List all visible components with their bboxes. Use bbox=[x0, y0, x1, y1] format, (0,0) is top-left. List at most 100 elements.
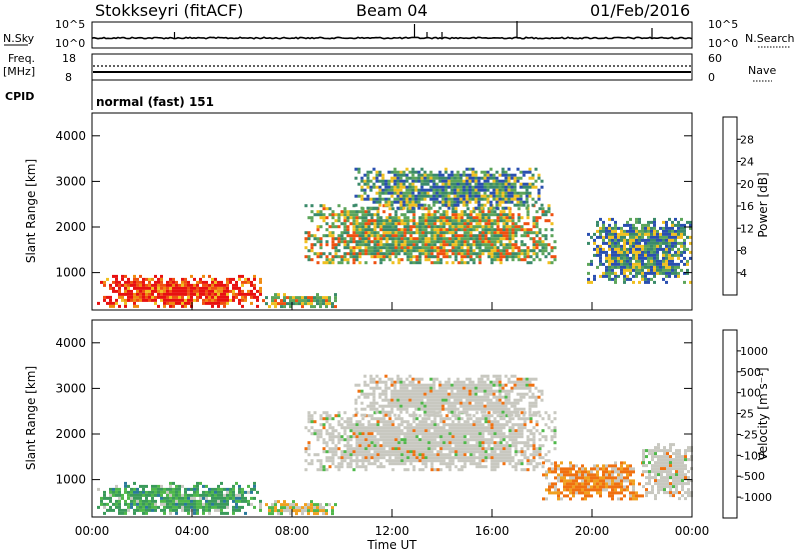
heatmap-cell bbox=[641, 247, 644, 251]
heatmap-cell bbox=[623, 256, 626, 260]
heatmap-cell bbox=[528, 194, 532, 198]
heatmap-cell bbox=[426, 395, 430, 399]
heatmap-cell bbox=[310, 216, 314, 220]
heatmap-cell bbox=[502, 444, 506, 448]
heatmap-cell bbox=[411, 377, 415, 381]
heatmap-cell bbox=[596, 265, 599, 269]
heatmap-cell bbox=[415, 441, 419, 445]
heatmap-cell bbox=[390, 389, 394, 393]
heatmap-cell bbox=[671, 268, 674, 272]
heatmap-cell bbox=[193, 499, 196, 503]
heatmap-cell bbox=[481, 237, 485, 241]
heatmap-cell bbox=[190, 493, 193, 497]
heatmap-cell bbox=[683, 241, 686, 245]
heatmap-cell bbox=[400, 243, 404, 247]
heatmap-cell bbox=[483, 380, 487, 384]
heatmap-cell bbox=[444, 197, 448, 201]
heatmap-cell bbox=[671, 265, 674, 269]
heatmap-cell bbox=[460, 432, 464, 436]
heatmap-cell bbox=[587, 277, 590, 281]
heatmap-cell bbox=[381, 380, 385, 384]
heatmap-cell bbox=[307, 509, 310, 513]
heatmap-cell bbox=[109, 493, 112, 497]
heatmap-cell bbox=[427, 456, 431, 460]
heatmap-cell bbox=[436, 255, 440, 259]
heatmap-cell bbox=[487, 216, 491, 220]
heatmap-cell bbox=[403, 249, 407, 253]
heatmap-cell bbox=[611, 244, 614, 248]
heatmap-cell bbox=[397, 249, 401, 253]
heatmap-cell bbox=[393, 398, 397, 402]
heatmap-cell bbox=[418, 438, 422, 442]
heatmap-cell bbox=[253, 277, 256, 281]
heatmap-cell bbox=[504, 404, 508, 408]
heatmap-cell bbox=[471, 188, 475, 192]
heatmap-cell bbox=[504, 185, 508, 189]
heatmap-cell bbox=[528, 176, 532, 180]
heatmap-cell bbox=[217, 499, 220, 503]
heatmap-cell bbox=[587, 241, 590, 245]
heatmap-cell bbox=[238, 499, 241, 503]
heatmap-cell bbox=[328, 432, 332, 436]
heatmap-cell bbox=[295, 503, 298, 507]
heatmap-cell bbox=[447, 191, 451, 195]
heatmap-cell bbox=[510, 410, 514, 414]
heatmap-cell bbox=[517, 459, 521, 463]
heatmap-cell bbox=[226, 295, 229, 299]
heatmap-cell bbox=[393, 383, 397, 387]
heatmap-cell bbox=[175, 508, 178, 512]
heatmap-cell bbox=[310, 243, 314, 247]
heatmap-cell bbox=[295, 299, 298, 303]
heatmap-cell bbox=[316, 237, 320, 241]
heatmap-cell bbox=[202, 280, 205, 284]
heatmap-cell bbox=[232, 277, 235, 281]
heatmap-cell bbox=[656, 256, 659, 260]
heatmap-cell bbox=[523, 222, 527, 226]
heatmap-cell bbox=[139, 484, 142, 488]
heatmap-cell bbox=[460, 261, 464, 265]
heatmap-cell bbox=[352, 255, 356, 259]
heatmap-cell bbox=[496, 234, 500, 238]
heatmap-cell bbox=[469, 426, 473, 430]
heatmap-cell bbox=[208, 499, 211, 503]
heatmap-cell bbox=[160, 274, 163, 278]
heatmap-cell bbox=[118, 487, 121, 491]
heatmap-cell bbox=[334, 444, 338, 448]
heatmap-cell bbox=[250, 490, 253, 494]
heatmap-cell bbox=[632, 268, 635, 272]
heatmap-cell bbox=[163, 301, 166, 305]
heatmap-cell bbox=[133, 292, 136, 296]
heatmap-cell bbox=[477, 206, 481, 210]
heatmap-cell bbox=[484, 246, 488, 250]
heatmap-cell bbox=[444, 398, 448, 402]
heatmap-cell bbox=[511, 222, 515, 226]
heatmap-cell bbox=[623, 280, 626, 284]
heatmap-cell bbox=[375, 206, 379, 210]
heatmap-cell bbox=[211, 277, 214, 281]
heatmap-cell bbox=[352, 453, 356, 457]
heatmap-cell bbox=[331, 459, 335, 463]
heatmap-cell bbox=[459, 173, 463, 177]
heatmap-cell bbox=[489, 191, 493, 195]
heatmap-cell bbox=[529, 255, 533, 259]
heatmap-cell bbox=[298, 509, 301, 513]
heatmap-cell bbox=[361, 465, 365, 469]
heatmap-cell bbox=[361, 435, 365, 439]
heatmap-cell bbox=[526, 468, 530, 472]
heatmap-cell bbox=[468, 377, 472, 381]
heatmap-cell bbox=[548, 491, 551, 495]
heatmap-cell bbox=[454, 456, 458, 460]
heatmap-cell bbox=[430, 465, 434, 469]
heatmap-cell bbox=[373, 234, 377, 238]
heatmap-cell bbox=[376, 237, 380, 241]
heatmap-cell bbox=[525, 194, 529, 198]
heatmap-cell bbox=[460, 213, 464, 217]
heatmap-cell bbox=[427, 453, 431, 457]
heatmap-cell bbox=[390, 401, 394, 405]
heatmap-cell bbox=[423, 404, 427, 408]
cpid-panel: CPID normal (fast) 151 bbox=[5, 80, 214, 110]
heatmap-cell bbox=[364, 240, 368, 244]
heatmap-cell bbox=[447, 404, 451, 408]
heatmap-cell bbox=[352, 414, 356, 418]
heatmap-cell bbox=[611, 232, 614, 236]
